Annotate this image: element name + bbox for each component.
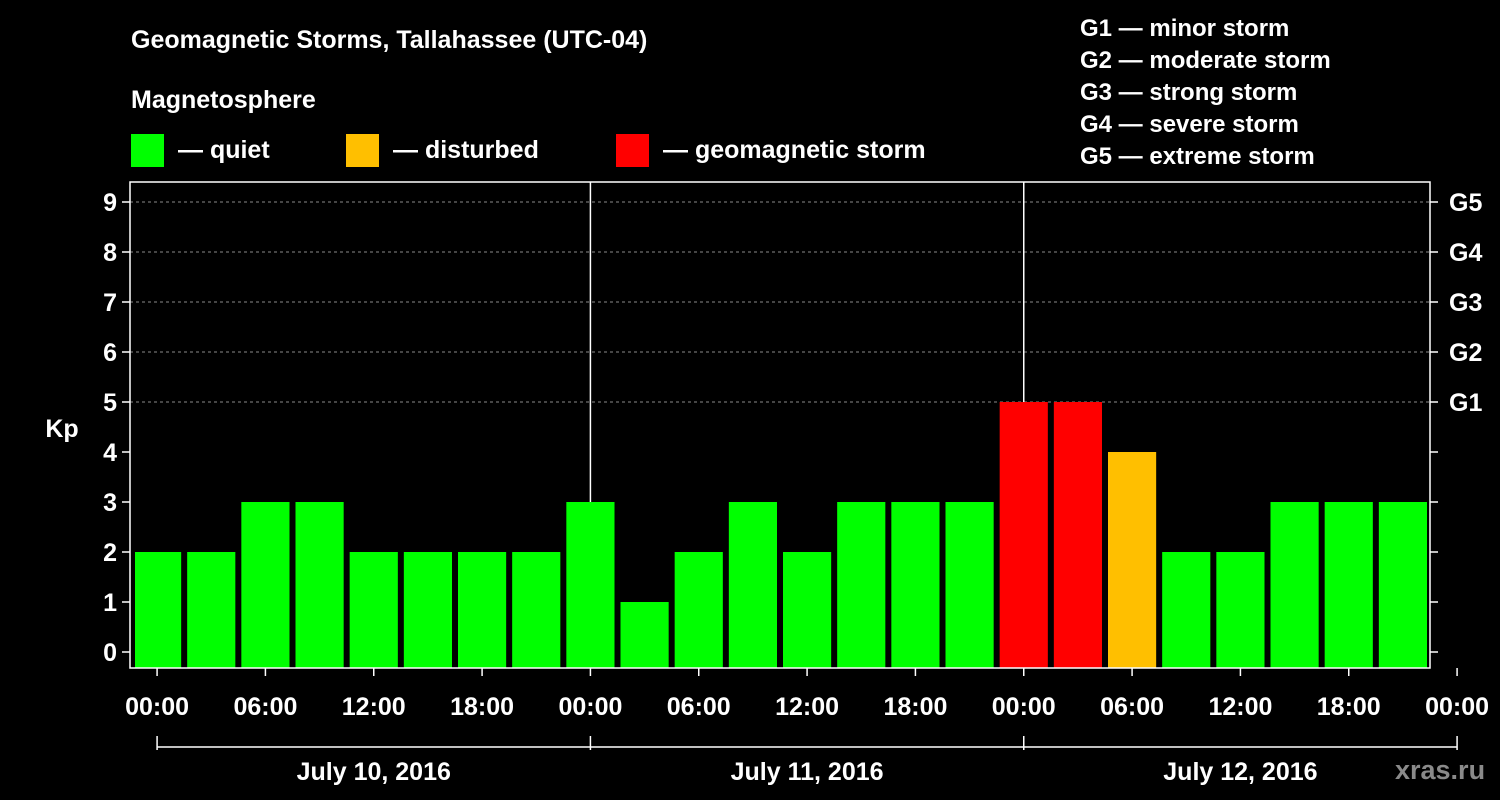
kp-bar [1053,402,1102,668]
y-tick-label: 7 [103,289,117,317]
chart-title: Geomagnetic Storms, Tallahassee (UTC-04) [131,26,648,54]
watermark: xras.ru [1395,755,1486,785]
storm-level-label: G5 [1449,189,1482,217]
storm-level-label: G3 [1449,289,1482,317]
x-tick-label: 00:00 [1425,693,1489,721]
kp-bar [728,502,777,668]
y-axis-label: Kp [45,415,78,443]
storm-scale-g3: G3 — strong storm [1080,79,1298,106]
kp-bar [349,552,398,668]
magnetosphere-label: Magnetosphere [131,86,316,114]
labels-layer: 0 1 2 3 4 5 6 7 8 9 G1 G2 G3 G4 G5 Kp 00:00 06:00 12:00 18:… [45,189,1489,786]
y-tick-label: 6 [103,339,117,367]
y-tick-label: 5 [103,389,117,417]
kp-bar [512,552,561,668]
storm-scale-g2: G2 — moderate storm [1080,47,1331,74]
day-label: July 11, 2016 [731,758,884,786]
kp-bar [135,552,182,668]
x-tick-label: 06:00 [233,693,297,721]
x-tick-label: 06:00 [1100,693,1164,721]
kp-bar [620,602,669,668]
storm-level-label: G2 [1449,339,1482,367]
kp-bar [241,502,290,668]
kp-bar [945,502,994,668]
kp-bar [1378,502,1427,668]
x-tick-label: 18:00 [450,693,514,721]
kp-bar [458,552,507,668]
storm-level-label: G4 [1449,239,1482,267]
kp-bar [999,402,1048,668]
y-tick-label: 1 [103,589,117,617]
day-label: July 12, 2016 [1163,758,1317,786]
legend-swatch-storm [616,134,649,167]
y-tick-label: 3 [103,489,117,517]
x-tick-label: 00:00 [992,693,1056,721]
y-tick-label: 4 [103,439,117,467]
legend-disturbed: — disturbed [346,134,539,167]
x-tick-label: 18:00 [883,693,947,721]
kp-bar [674,552,723,668]
x-tick-label: 12:00 [775,693,839,721]
kp-bar [187,552,236,668]
y-tick-label: 2 [103,539,117,567]
kp-bar [403,552,452,668]
x-tick-label: 12:00 [1208,693,1272,721]
storm-scale-g4: G4 — severe storm [1080,111,1299,138]
kp-bar [1270,502,1319,668]
y-tick-label: 8 [103,239,117,267]
frame-layer [122,181,1458,750]
plot-frame [129,181,1431,669]
kp-bar [1324,502,1373,668]
x-tick-label: 18:00 [1317,693,1381,721]
bars-layer [135,402,1427,668]
kp-bar [1108,452,1157,668]
legend-quiet: — quiet [131,134,270,167]
x-tick-label: 00:00 [125,693,189,721]
storm-scale-g1: G1 — minor storm [1080,15,1290,42]
day-label: July 10, 2016 [297,758,451,786]
legend-label-quiet: — quiet [178,136,270,164]
x-tick-label: 12:00 [342,693,406,721]
kp-bar [783,552,832,668]
storm-scale-g5: G5 — extreme storm [1080,143,1315,170]
legend-swatch-quiet [131,134,164,167]
storm-level-label: G1 [1449,389,1482,417]
kp-bar [1216,552,1265,668]
x-tick-label: 00:00 [558,693,622,721]
legend-label-storm: — geomagnetic storm [663,136,926,164]
legend-storm: — geomagnetic storm [616,134,926,167]
y-tick-label: 0 [103,639,117,667]
legend-label-disturbed: — disturbed [393,136,539,164]
kp-bar [891,502,940,668]
kp-bar [566,502,615,668]
kp-bar [837,502,886,668]
x-tick-label: 06:00 [667,693,731,721]
y-tick-label: 9 [103,189,117,217]
kp-bar [295,502,344,668]
kp-bar [1162,552,1211,668]
legend-swatch-disturbed [346,134,379,167]
